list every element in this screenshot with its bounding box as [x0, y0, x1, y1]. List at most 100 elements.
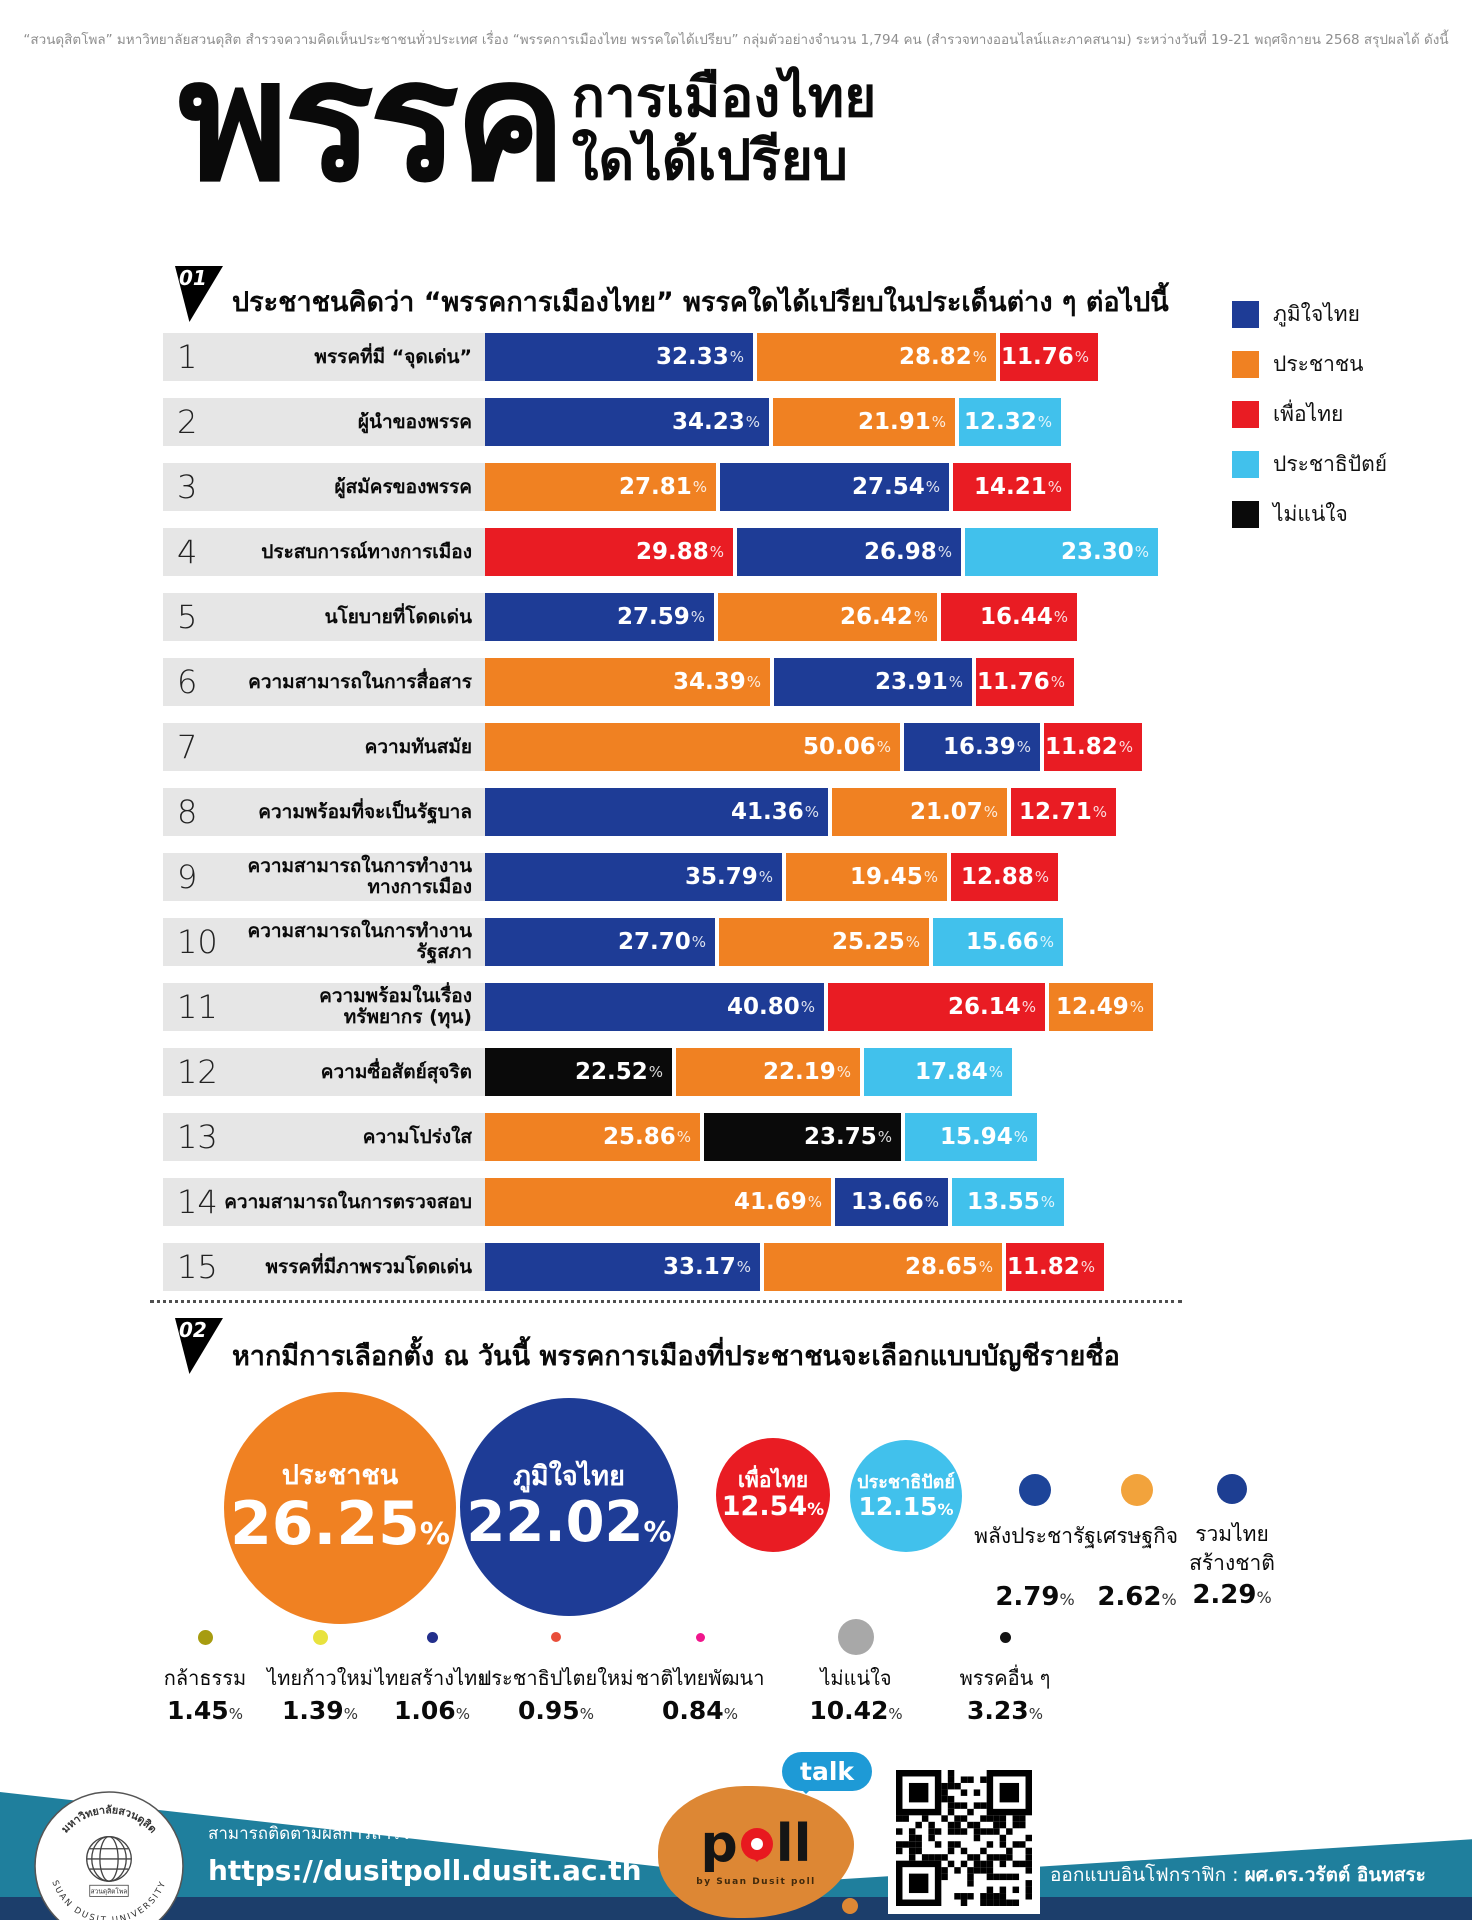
bar-unit: % [1134, 543, 1149, 561]
bar-segment-red: 12.71% [1011, 788, 1116, 836]
bar-value: 19.45 [849, 864, 923, 890]
bar-segment-blue: 23.91% [774, 658, 972, 706]
issue-title: ผู้สมัครของพรรค [334, 475, 473, 498]
small-party-dot [838, 1619, 874, 1655]
bubble-party-value: 12.15% [858, 1491, 954, 1521]
issue-row: 15 พรรคที่มีภาพรวมโดดเด่น 33.17% 28.65% 11.8… [163, 1243, 1158, 1291]
bar-unit: % [988, 1063, 1003, 1081]
section1-heading: ประชาชนคิดว่า “พรรคการเมืองไทย” พรรคใดได… [232, 287, 1169, 318]
section1-badge: 01 [175, 266, 223, 322]
issue-label-box: 5 นโยบายที่โดดเด่น [163, 593, 485, 641]
bubble-party-name: เพื่อไทย [737, 1468, 809, 1493]
poll-letter-p: p [700, 1813, 738, 1874]
poll-letters-ll: ll [775, 1813, 812, 1874]
bar-segment-blue: 40.80% [485, 983, 824, 1031]
bar-value: 13.55 [966, 1189, 1040, 1215]
bar-unit: % [937, 543, 952, 561]
issue-number: 8 [177, 793, 198, 831]
issue-row: 4 ประสบการณ์ทางการเมือง 29.88% 26.98% 23.30% [163, 528, 1158, 576]
small-party-value: 1.39% [230, 1696, 410, 1725]
bar-unit: % [913, 608, 928, 626]
legend-label: ไม่แน่ใจ [1273, 502, 1348, 526]
mid-party-dot [1019, 1474, 1051, 1506]
bar-value: 16.44 [979, 604, 1053, 630]
legend-item: ประชาธิปัตย์ [1232, 448, 1387, 481]
issue-title: ความสามารถในการตรวจสอบ [224, 1190, 472, 1213]
issue-number: 14 [177, 1183, 218, 1221]
bar-segment-blue: 26.98% [737, 528, 961, 576]
footer-follow: สามารถติดตามผลการสำรวจของสวนดุสิตโพล ได้… [208, 1820, 642, 1887]
party-bubble: ประชาชน 26.25% [224, 1392, 456, 1624]
bar-value: 21.91 [857, 409, 931, 435]
bar-segment-lightblue: 12.32% [959, 398, 1061, 446]
issue-number: 5 [177, 598, 198, 636]
small-party-column: ไทยสร้างไทย 1.06% [342, 1616, 522, 1725]
bar-value: 27.81 [618, 474, 692, 500]
bar-value: 25.25 [831, 929, 905, 955]
bar-value: 34.23 [671, 409, 745, 435]
issue-title: ความโปร่งใส [362, 1125, 472, 1148]
mid-party-column: เศรษฐกิจ 2.62% [1062, 1474, 1212, 1612]
small-party-column: พรรคอื่น ๆ 3.23% [915, 1616, 1095, 1725]
bar-unit: % [807, 1193, 822, 1211]
issue-row: 10 ความสามารถในการทำงาน รัฐสภา 27.70% 25.25%… [163, 918, 1158, 966]
university-logo: มหาวิทยาลัยสวนดุสิต SUAN DUSIT UNIVERSIT… [33, 1790, 185, 1920]
issue-row: 13 ความโปร่งใส 25.86% 23.75% 15.94% [163, 1113, 1158, 1161]
bar-segment-red: 29.88% [485, 528, 733, 576]
bar-segment-blue: 27.54% [720, 463, 949, 511]
issue-row: 7 ความทันสมัย 50.06% 16.39% 11.82% [163, 723, 1158, 771]
issue-label-box: 12 ความซื่อสัตย์สุจริต [163, 1048, 485, 1096]
section-divider [150, 1300, 1182, 1303]
issue-label-box: 1 พรรคที่มี “จุดเด่น” [163, 333, 485, 381]
issue-bars: 32.33% 28.82% 11.76% [485, 333, 1098, 381]
bar-unit: % [736, 1258, 751, 1276]
small-party-column: ไทยก้าวใหม่ 1.39% [230, 1616, 410, 1725]
issue-title: ความพร้อมที่จะเป็นรัฐบาล [258, 800, 472, 823]
small-party-dotbox [230, 1616, 410, 1658]
party-legend: ภูมิใจไทย ประชาชน เพื่อไทย ประชาธิปัตย์ ไม่แ… [1232, 298, 1387, 531]
bar-unit: % [709, 543, 724, 561]
issue-title: พรรคที่มี “จุดเด่น” [314, 345, 472, 368]
bar-segment-black: 22.52% [485, 1048, 672, 1096]
bar-value: 16.39 [942, 734, 1016, 760]
bar-unit: % [877, 1128, 892, 1146]
small-value: 10.42 [809, 1696, 889, 1725]
globe-icon [86, 1835, 132, 1882]
bar-segment-blue: 27.59% [485, 593, 714, 641]
issue-label-box: 3 ผู้สมัครของพรรค [163, 463, 485, 511]
bubble-party-name: ภูมิใจไทย [513, 1461, 625, 1493]
bar-value: 34.39 [672, 669, 746, 695]
small-party-dot [551, 1632, 561, 1642]
section2-badge: 02 [175, 1318, 223, 1374]
small-party-value: 3.23% [915, 1696, 1095, 1725]
bar-unit: % [905, 933, 920, 951]
legend-item: เพื่อไทย [1232, 398, 1387, 431]
bar-unit: % [925, 478, 940, 496]
bar-value: 41.69 [733, 1189, 807, 1215]
bar-segment-black: 23.75% [704, 1113, 901, 1161]
small-unit: % [455, 1705, 470, 1723]
issue-label-box: 7 ความทันสมัย [163, 723, 485, 771]
issue-number: 3 [177, 468, 198, 506]
bar-unit: % [948, 673, 963, 691]
legend-swatch-orange [1232, 351, 1259, 378]
designer-credit-label: ออกแบบอินโฟกราฟิก : [1050, 1864, 1239, 1886]
small-unit: % [343, 1705, 358, 1723]
bar-segment-blue: 34.23% [485, 398, 769, 446]
small-unit: % [579, 1705, 594, 1723]
main-title-line1: การเมืองไทย [571, 65, 877, 129]
bar-value: 12.88 [960, 864, 1034, 890]
bar-segment-blue: 35.79% [485, 853, 782, 901]
designer-credit: ออกแบบอินโฟกราฟิก : ผศ.ดร.วรัตต์ อินทสระ [1050, 1860, 1426, 1890]
issue-bars: 40.80% 26.14% 12.49% [485, 983, 1153, 1031]
footer-url: https://dusitpoll.dusit.ac.th [208, 1854, 642, 1887]
small-value: 1.45 [167, 1696, 229, 1725]
bar-value: 17.84 [914, 1059, 988, 1085]
legend-item: ไม่แน่ใจ [1232, 498, 1387, 531]
small-party-name: ไทยสร้างไทย [375, 1666, 489, 1690]
bar-unit: % [876, 738, 891, 756]
main-title-big: พรรค [178, 23, 567, 219]
svg-text:สวนดุสิตโพล: สวนดุสิตโพล [91, 1887, 128, 1895]
issue-bars: 41.69% 13.66% 13.55% [485, 1178, 1064, 1226]
